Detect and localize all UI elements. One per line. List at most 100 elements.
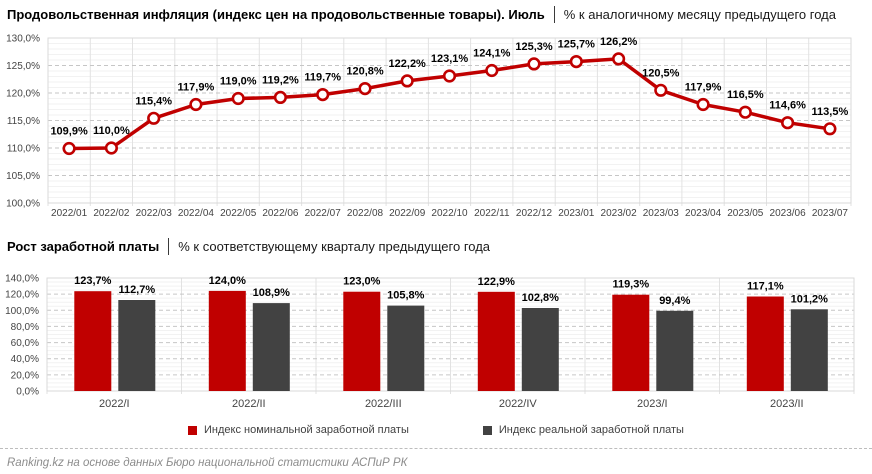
svg-text:100,0%: 100,0% xyxy=(6,199,40,210)
svg-text:117,9%: 117,9% xyxy=(685,82,722,94)
svg-text:2022/02: 2022/02 xyxy=(93,208,130,219)
bar-real xyxy=(521,308,559,391)
svg-text:125,0%: 125,0% xyxy=(6,61,40,72)
svg-text:110,0%: 110,0% xyxy=(7,144,40,155)
svg-text:125,7%: 125,7% xyxy=(558,39,596,51)
svg-text:105,0%: 105,0% xyxy=(6,171,40,182)
legend-label-real: Индекс реальной заработной платы xyxy=(498,424,684,436)
svg-text:120,8%: 120,8% xyxy=(346,66,384,78)
svg-text:2022/11: 2022/11 xyxy=(474,208,510,219)
data-point-marker xyxy=(654,83,668,97)
legend-item-real-wage-index: Индекс реальной заработной платы xyxy=(482,424,684,436)
wage-growth-bars xyxy=(74,290,828,391)
svg-text:126,2%: 126,2% xyxy=(600,36,638,48)
svg-text:140,0%: 140,0% xyxy=(5,274,39,285)
svg-text:122,2%: 122,2% xyxy=(389,58,427,70)
data-point-marker xyxy=(611,52,626,66)
svg-text:2023/05: 2023/05 xyxy=(727,208,764,219)
svg-text:2022/10: 2022/10 xyxy=(431,208,468,219)
svg-text:120,0%: 120,0% xyxy=(5,290,39,301)
svg-text:116,5%: 116,5% xyxy=(727,89,764,101)
svg-text:80,0%: 80,0% xyxy=(11,322,39,333)
legend-label-nominal: Индекс номинальной заработной платы xyxy=(204,424,409,436)
svg-text:2022/II: 2022/II xyxy=(232,398,266,410)
food-inflation-y-axis: 100,0% 105,0% 110,0% 115,0% 120,0% 125,0% 130,… xyxy=(6,34,40,210)
svg-text:119,2%: 119,2% xyxy=(262,74,299,86)
source-note: Ranking.kz на основе данных Бюро национа… xyxy=(7,457,408,469)
svg-text:2022/09: 2022/09 xyxy=(389,208,426,219)
bar-nominal xyxy=(477,291,515,391)
svg-text:2022/08: 2022/08 xyxy=(347,208,384,219)
title-divider xyxy=(553,6,555,23)
svg-text:114,6%: 114,6% xyxy=(769,100,806,112)
food-inflation-series xyxy=(62,52,837,156)
data-point-marker xyxy=(62,141,76,156)
svg-text:105,8%: 105,8% xyxy=(387,290,425,302)
svg-text:100,0%: 100,0% xyxy=(5,306,39,317)
legend-swatch-gray xyxy=(482,425,492,435)
data-point-marker xyxy=(273,90,288,104)
data-point-marker xyxy=(527,57,541,71)
svg-text:0,0%: 0,0% xyxy=(16,387,39,398)
svg-text:122,9%: 122,9% xyxy=(478,276,516,288)
svg-text:99,4%: 99,4% xyxy=(659,295,690,307)
bar-chart-title-main: Рост заработной платы xyxy=(7,239,160,254)
data-point-marker xyxy=(442,69,457,83)
bar-real xyxy=(118,300,156,391)
bar-real xyxy=(656,310,694,391)
svg-text:123,1%: 123,1% xyxy=(431,53,469,65)
line-chart-subtitle: % к аналогичному месяцу предыдущего года xyxy=(563,7,836,22)
svg-text:117,1%: 117,1% xyxy=(747,281,784,293)
bar-nominal xyxy=(74,291,112,391)
svg-text:2022/01: 2022/01 xyxy=(51,208,88,219)
line-chart-title-main: Продовольственная инфляция (индекс цен н… xyxy=(7,7,545,22)
svg-text:2022/07: 2022/07 xyxy=(305,208,342,219)
svg-text:2022/06: 2022/06 xyxy=(262,208,299,219)
svg-text:113,5%: 113,5% xyxy=(812,106,849,118)
data-point-marker xyxy=(189,97,203,112)
svg-text:101,2%: 101,2% xyxy=(791,293,829,305)
data-point-marker xyxy=(823,122,837,136)
svg-text:2023/I: 2023/I xyxy=(637,398,668,410)
svg-text:117,9%: 117,9% xyxy=(178,82,215,94)
svg-text:120,5%: 120,5% xyxy=(642,67,680,79)
svg-text:120,0%: 120,0% xyxy=(6,89,40,100)
svg-text:109,9%: 109,9% xyxy=(50,126,88,138)
svg-text:124,1%: 124,1% xyxy=(473,48,511,60)
svg-text:2022/03: 2022/03 xyxy=(136,208,173,219)
title-divider xyxy=(168,238,170,255)
legend-swatch-red xyxy=(188,425,198,435)
wage-growth-x-axis: 2022/I 2022/II 2022/III 2022/IV 2023/I 2023/I… xyxy=(99,398,804,410)
source-footer: Ranking.kz на основе данных Бюро национа… xyxy=(0,448,872,474)
svg-text:2023/II: 2023/II xyxy=(770,398,804,410)
bar-real xyxy=(387,305,425,391)
svg-text:124,0%: 124,0% xyxy=(209,275,247,287)
bar-chart-subtitle: % к соответствующему кварталу предыдущег… xyxy=(178,239,491,254)
svg-text:125,3%: 125,3% xyxy=(515,41,553,53)
svg-text:2023/07: 2023/07 xyxy=(812,208,849,219)
bar-chart-title: Рост заработной платы % к соответствующем… xyxy=(7,238,490,255)
bar-nominal xyxy=(612,294,650,391)
svg-text:2023/06: 2023/06 xyxy=(770,208,807,219)
food-inflation-labels: 109,9% 110,0% 115,4% 117,9% 119,0% 119,2% 119,… xyxy=(50,36,848,138)
data-point-marker xyxy=(400,74,414,88)
data-point-marker xyxy=(569,54,583,69)
data-point-marker xyxy=(147,111,161,125)
svg-text:2022/04: 2022/04 xyxy=(178,208,215,219)
svg-text:60,0%: 60,0% xyxy=(11,338,39,349)
data-point-marker xyxy=(780,116,795,130)
data-point-marker xyxy=(738,105,752,119)
food-inflation-x-axis: 2022/01 2022/02 2022/03 2022/04 2022/05 2022/… xyxy=(51,208,848,219)
svg-text:2022/05: 2022/05 xyxy=(220,208,257,219)
wage-growth-grid xyxy=(46,277,855,394)
data-point-marker xyxy=(696,97,710,112)
data-point-marker xyxy=(104,141,118,155)
svg-text:2023/04: 2023/04 xyxy=(685,208,722,219)
bar-nominal xyxy=(208,290,246,391)
line-chart-title: Продовольственная инфляция (индекс цен н… xyxy=(7,6,836,23)
svg-text:112,7%: 112,7% xyxy=(118,284,155,296)
bar-real xyxy=(252,303,290,391)
legend-item-nominal-wage-index: Индекс номинальной заработной платы xyxy=(188,424,409,436)
